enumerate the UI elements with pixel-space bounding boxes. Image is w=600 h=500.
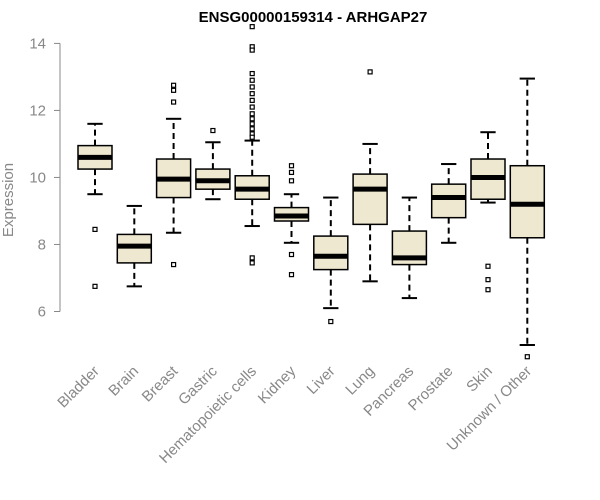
outlier-point bbox=[524, 354, 530, 360]
outlier-point bbox=[249, 126, 255, 132]
outlier-point bbox=[249, 97, 255, 103]
outlier-point bbox=[485, 263, 491, 269]
x-category-label: Lung bbox=[342, 363, 378, 399]
iqr-box bbox=[313, 235, 349, 271]
box-group bbox=[391, 196, 428, 300]
y-tick-label: 6 bbox=[38, 303, 46, 320]
outlier-point bbox=[171, 87, 177, 93]
box-group bbox=[77, 122, 113, 289]
iqr-box bbox=[116, 233, 153, 264]
outlier-point bbox=[171, 261, 177, 268]
chart-title: ENSG00000159314 - ARHGAP27 bbox=[199, 9, 428, 26]
x-category-label: Breast bbox=[139, 362, 182, 405]
outlier-point bbox=[249, 84, 255, 90]
outlier-point bbox=[485, 277, 491, 283]
x-category-label: Kidney bbox=[255, 362, 300, 407]
box-group bbox=[352, 69, 388, 283]
box-group bbox=[116, 204, 153, 288]
outlier-point bbox=[485, 287, 491, 293]
outlier-point bbox=[92, 283, 98, 289]
box-group bbox=[470, 131, 506, 293]
x-category-label: Bladder bbox=[54, 363, 103, 412]
outlier-point bbox=[92, 226, 98, 232]
iqr-box bbox=[430, 183, 467, 219]
box-group bbox=[273, 163, 310, 278]
outlier-point bbox=[249, 47, 255, 53]
outlier-point bbox=[249, 104, 255, 110]
outlier-point bbox=[249, 70, 255, 77]
outlier-point bbox=[288, 251, 295, 258]
y-tick-label: 14 bbox=[29, 35, 46, 52]
outlier-point bbox=[171, 99, 177, 105]
outlier-point bbox=[249, 24, 255, 30]
x-category-label: Brain bbox=[105, 363, 142, 400]
box-group bbox=[430, 163, 467, 244]
box-group bbox=[509, 77, 546, 360]
iqr-box bbox=[352, 173, 388, 226]
outlier-point bbox=[249, 255, 255, 261]
y-axis-label: Expression bbox=[0, 163, 17, 237]
box-group bbox=[234, 24, 270, 266]
y-tick-label: 8 bbox=[38, 236, 46, 253]
outlier-point bbox=[249, 260, 255, 266]
outlier-point bbox=[288, 163, 295, 169]
y-axis: 6 8 10 12 14 bbox=[29, 35, 61, 320]
outlier-point bbox=[249, 116, 255, 122]
outlier-point bbox=[249, 111, 255, 117]
box-group bbox=[155, 82, 192, 268]
outlier-point bbox=[171, 82, 177, 88]
box-group bbox=[195, 127, 231, 201]
outlier-point bbox=[328, 318, 334, 325]
x-category-label: Skin bbox=[463, 363, 496, 396]
outlier-point bbox=[249, 121, 255, 127]
x-category-label: Liver bbox=[304, 363, 339, 398]
outlier-point bbox=[367, 69, 373, 75]
outlier-point bbox=[249, 77, 255, 83]
iqr-box bbox=[509, 164, 546, 239]
plot-area bbox=[77, 24, 546, 360]
outlier-point bbox=[249, 91, 255, 97]
outlier-point bbox=[288, 272, 295, 278]
outlier-point bbox=[288, 169, 295, 176]
box-group bbox=[313, 196, 349, 325]
outlier-point bbox=[288, 178, 295, 184]
outlier-point bbox=[249, 134, 255, 140]
y-tick-label: 10 bbox=[29, 169, 46, 186]
y-tick-label: 12 bbox=[29, 102, 46, 119]
outlier-point bbox=[210, 127, 216, 134]
